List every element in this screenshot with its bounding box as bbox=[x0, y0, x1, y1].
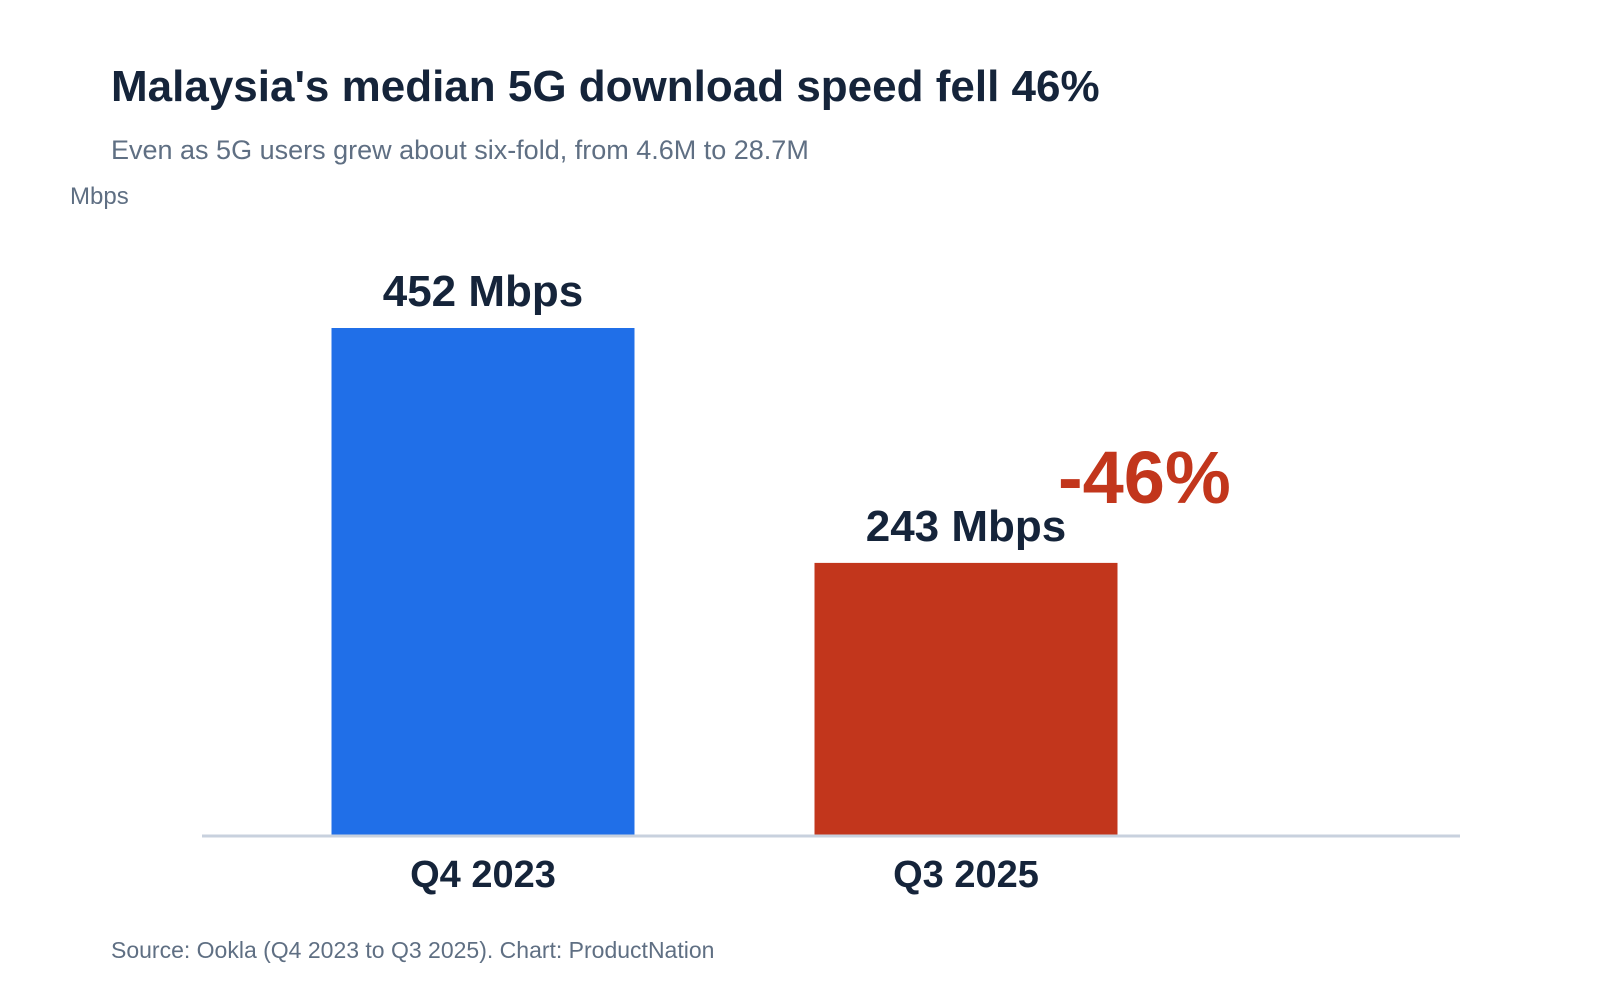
x-tick-labels-group: Q4 2023 Q3 2025 bbox=[410, 854, 1039, 896]
value-label-q4-2023: 452 Mbps bbox=[383, 267, 584, 316]
y-axis-unit-label: Mbps bbox=[70, 183, 129, 210]
chart-title: Malaysia's median 5G download speed fell… bbox=[111, 62, 1100, 111]
source-note: Source: Ookla (Q4 2023 to Q3 2025). Char… bbox=[111, 937, 714, 963]
value-label-q3-2025: 243 Mbps bbox=[866, 502, 1067, 551]
percent-change-annotation: -46% bbox=[1058, 436, 1231, 519]
chart-subtitle: Even as 5G users grew about six-fold, fr… bbox=[111, 135, 809, 165]
bars-group bbox=[331, 328, 1118, 836]
bar-q4-2023 bbox=[331, 328, 635, 836]
bar-q3-2025 bbox=[814, 562, 1118, 836]
value-labels-group: 452 Mbps 243 Mbps bbox=[383, 267, 1067, 551]
x-tick-label-q3-2025: Q3 2025 bbox=[893, 854, 1039, 896]
x-tick-label-q4-2023: Q4 2023 bbox=[410, 854, 556, 896]
